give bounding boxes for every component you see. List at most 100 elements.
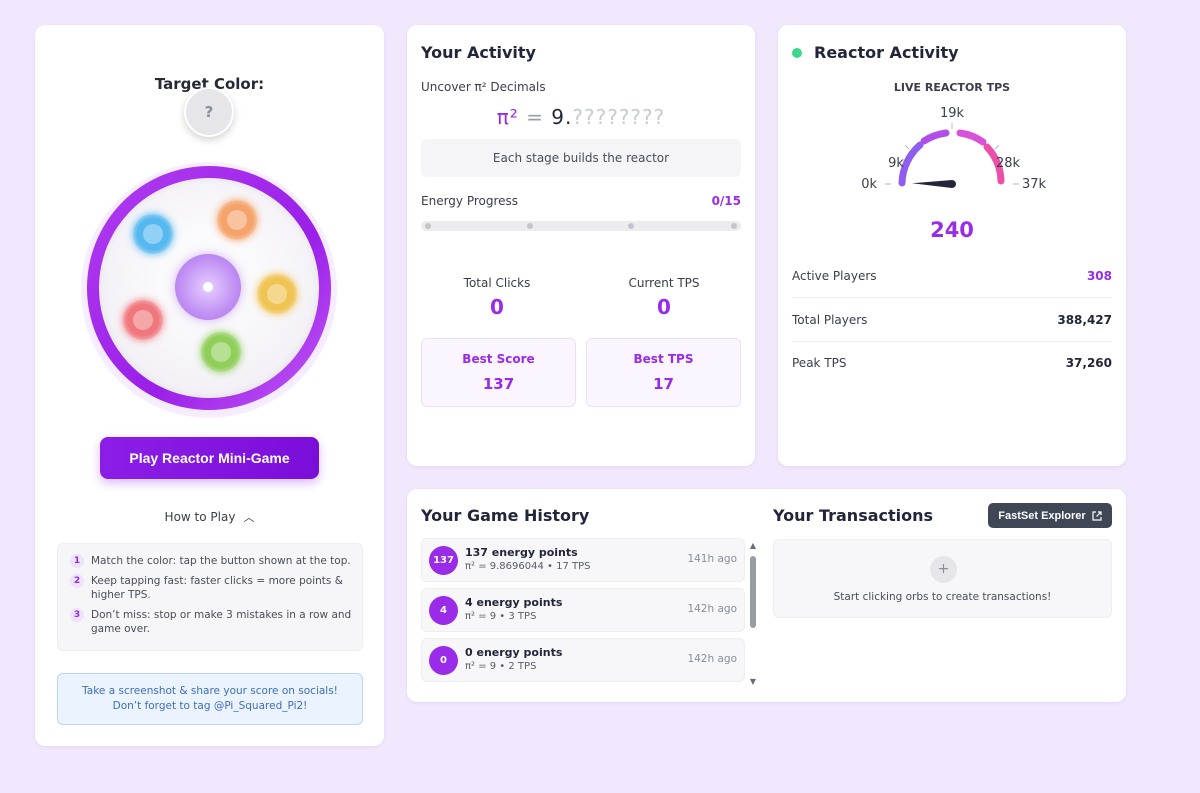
rule-item: 1 Match the color: tap the button shown … bbox=[70, 554, 352, 568]
stage-hint: Each stage builds the reactor bbox=[421, 139, 741, 177]
your-activity-card: Your Activity Uncover π² Decimals π² = 9… bbox=[407, 25, 755, 466]
transactions-empty-text: Start clicking orbs to create transactio… bbox=[833, 591, 1052, 603]
best-tps-value: 17 bbox=[653, 375, 674, 393]
gauge-tick-mark bbox=[994, 144, 1000, 150]
transactions-title: Your Transactions bbox=[773, 506, 934, 525]
history-item-time: 142h ago bbox=[687, 653, 737, 665]
history-item[interactable]: 0 0 energy points π² = 9 • 2 TPS 142h ag… bbox=[421, 638, 745, 682]
live-status-dot bbox=[792, 48, 802, 58]
history-item[interactable]: 4 4 energy points π² = 9 • 3 TPS 142h ag… bbox=[421, 588, 745, 632]
best-tps-box: Best TPS 17 bbox=[586, 338, 741, 407]
chevron-up-icon: ︿ bbox=[243, 511, 255, 524]
gauge-title: LIVE REACTOR TPS bbox=[893, 81, 1011, 94]
history-score-badge: 0 bbox=[429, 646, 458, 675]
gauge-arc-1 bbox=[898, 141, 924, 187]
peak-tps-row: Peak TPS 37,260 bbox=[792, 341, 1112, 385]
energy-progress-count: 0/15 bbox=[711, 194, 741, 208]
pi-hidden-decimals: ???????? bbox=[572, 105, 666, 129]
transactions-empty-state: + Start clicking orbs to create transact… bbox=[773, 539, 1112, 618]
pi-decimal-point: . bbox=[565, 105, 573, 129]
history-item-title: 0 energy points bbox=[465, 646, 563, 659]
total-players-row: Total Players 388,427 bbox=[792, 298, 1112, 342]
external-link-icon bbox=[1092, 510, 1102, 521]
active-players-row: Active Players 308 bbox=[792, 254, 1112, 298]
gauge-tick-label: 37k bbox=[1022, 177, 1047, 192]
gauge-arc-4 bbox=[983, 143, 1005, 185]
orb-yellow[interactable] bbox=[257, 274, 297, 314]
reactor-activity-title: Reactor Activity bbox=[814, 43, 959, 62]
history-score-badge: 4 bbox=[429, 596, 458, 625]
rule-number: 1 bbox=[70, 554, 84, 568]
rule-item: 3 Don’t miss: stop or make 3 mistakes in… bbox=[70, 608, 352, 636]
best-score-value: 137 bbox=[482, 375, 515, 393]
reactor-game-card: Target Color: ? Play Reactor Mini-Game H… bbox=[35, 25, 384, 746]
history-transactions-card: Your Game History 137 137 energy points … bbox=[407, 489, 1126, 702]
center-orb[interactable] bbox=[175, 254, 241, 320]
gauge-value: 240 bbox=[930, 218, 974, 242]
plus-icon: + bbox=[930, 556, 957, 583]
orb-orange[interactable] bbox=[217, 200, 257, 240]
energy-progress-bar bbox=[421, 221, 741, 231]
rule-text: Don’t miss: stop or make 3 mistakes in a… bbox=[91, 609, 352, 635]
how-to-play-toggle[interactable]: How to Play ︿ bbox=[35, 509, 384, 525]
history-item-title: 137 energy points bbox=[465, 546, 578, 559]
orb-red[interactable] bbox=[123, 300, 163, 340]
progress-tick bbox=[628, 223, 634, 229]
active-players-value: 308 bbox=[1086, 268, 1112, 283]
history-item-title: 4 energy points bbox=[465, 596, 563, 609]
history-item[interactable]: 137 137 energy points π² = 9.8696044 • 1… bbox=[421, 538, 745, 582]
orb-blue[interactable] bbox=[133, 214, 173, 254]
play-mini-game-button[interactable]: Play Reactor Mini-Game bbox=[100, 437, 319, 479]
total-players-value: 388,427 bbox=[1057, 312, 1112, 327]
history-item-time: 141h ago bbox=[687, 553, 737, 565]
history-scrollbar[interactable]: ▲ ▼ bbox=[749, 542, 757, 687]
best-score-label: Best Score bbox=[462, 352, 535, 366]
rule-number: 2 bbox=[70, 574, 84, 588]
scroll-up-arrow-icon[interactable]: ▲ bbox=[749, 541, 757, 550]
center-dot bbox=[203, 282, 213, 292]
history-item-subtitle: π² = 9 • 3 TPS bbox=[465, 611, 537, 622]
orb-green[interactable] bbox=[201, 332, 241, 372]
energy-progress-label: Energy Progress bbox=[421, 194, 519, 208]
peak-tps-value: 37,260 bbox=[1065, 356, 1112, 370]
rule-number: 3 bbox=[70, 608, 84, 622]
total-clicks-label: Total Clicks bbox=[463, 276, 531, 290]
scroll-down-arrow-icon[interactable]: ▼ bbox=[749, 677, 757, 686]
fastset-explorer-button[interactable]: FastSet Explorer bbox=[988, 503, 1112, 528]
target-color-title: Target Color: bbox=[154, 75, 265, 93]
share-notice: Take a screenshot & share your score on … bbox=[57, 673, 363, 725]
gauge-tick-label: 19k bbox=[940, 106, 965, 121]
gauge-tick-label: 9k bbox=[888, 156, 904, 171]
history-item-subtitle: π² = 9 • 2 TPS bbox=[465, 661, 537, 672]
gauge-tick-mark bbox=[904, 144, 910, 150]
game-history-list[interactable]: 137 137 energy points π² = 9.8696044 • 1… bbox=[421, 538, 761, 688]
activity-title: Your Activity bbox=[421, 43, 536, 62]
pi-integer: 9 bbox=[551, 105, 565, 129]
rule-text: Match the color: tap the button shown at… bbox=[91, 555, 351, 567]
peak-tps-label: Peak TPS bbox=[792, 356, 847, 370]
tps-gauge: 0k 9k 19k 28k 37k bbox=[861, 106, 1047, 192]
gauge-arc-3 bbox=[956, 129, 987, 146]
target-color-swatch: ? bbox=[184, 87, 234, 137]
progress-tick bbox=[731, 223, 737, 229]
rule-text: Keep tapping fast: faster clicks = more … bbox=[91, 575, 343, 601]
uncover-decimals-label: Uncover π² Decimals bbox=[421, 80, 546, 94]
scroll-thumb[interactable] bbox=[750, 556, 756, 628]
gauge-needle bbox=[912, 180, 956, 188]
history-item-time: 142h ago bbox=[687, 603, 737, 615]
rule-item: 2 Keep tapping fast: faster clicks = mor… bbox=[70, 574, 352, 602]
pi-squared-display: π² = 9.???????? bbox=[407, 105, 755, 129]
active-players-label: Active Players bbox=[792, 268, 877, 283]
history-score-badge: 137 bbox=[429, 546, 458, 575]
pi-equals: = bbox=[526, 105, 544, 129]
how-to-play-label: How to Play bbox=[164, 510, 236, 524]
reactor-ring bbox=[87, 166, 331, 410]
reactor-plate bbox=[99, 178, 319, 398]
rules-list: 1 Match the color: tap the button shown … bbox=[57, 543, 363, 651]
total-players-label: Total Players bbox=[792, 312, 868, 327]
explorer-button-label: FastSet Explorer bbox=[998, 509, 1086, 522]
progress-tick bbox=[527, 223, 533, 229]
gauge-tick-label: 0k bbox=[861, 177, 877, 192]
best-tps-label: Best TPS bbox=[633, 352, 694, 366]
progress-tick bbox=[425, 223, 431, 229]
